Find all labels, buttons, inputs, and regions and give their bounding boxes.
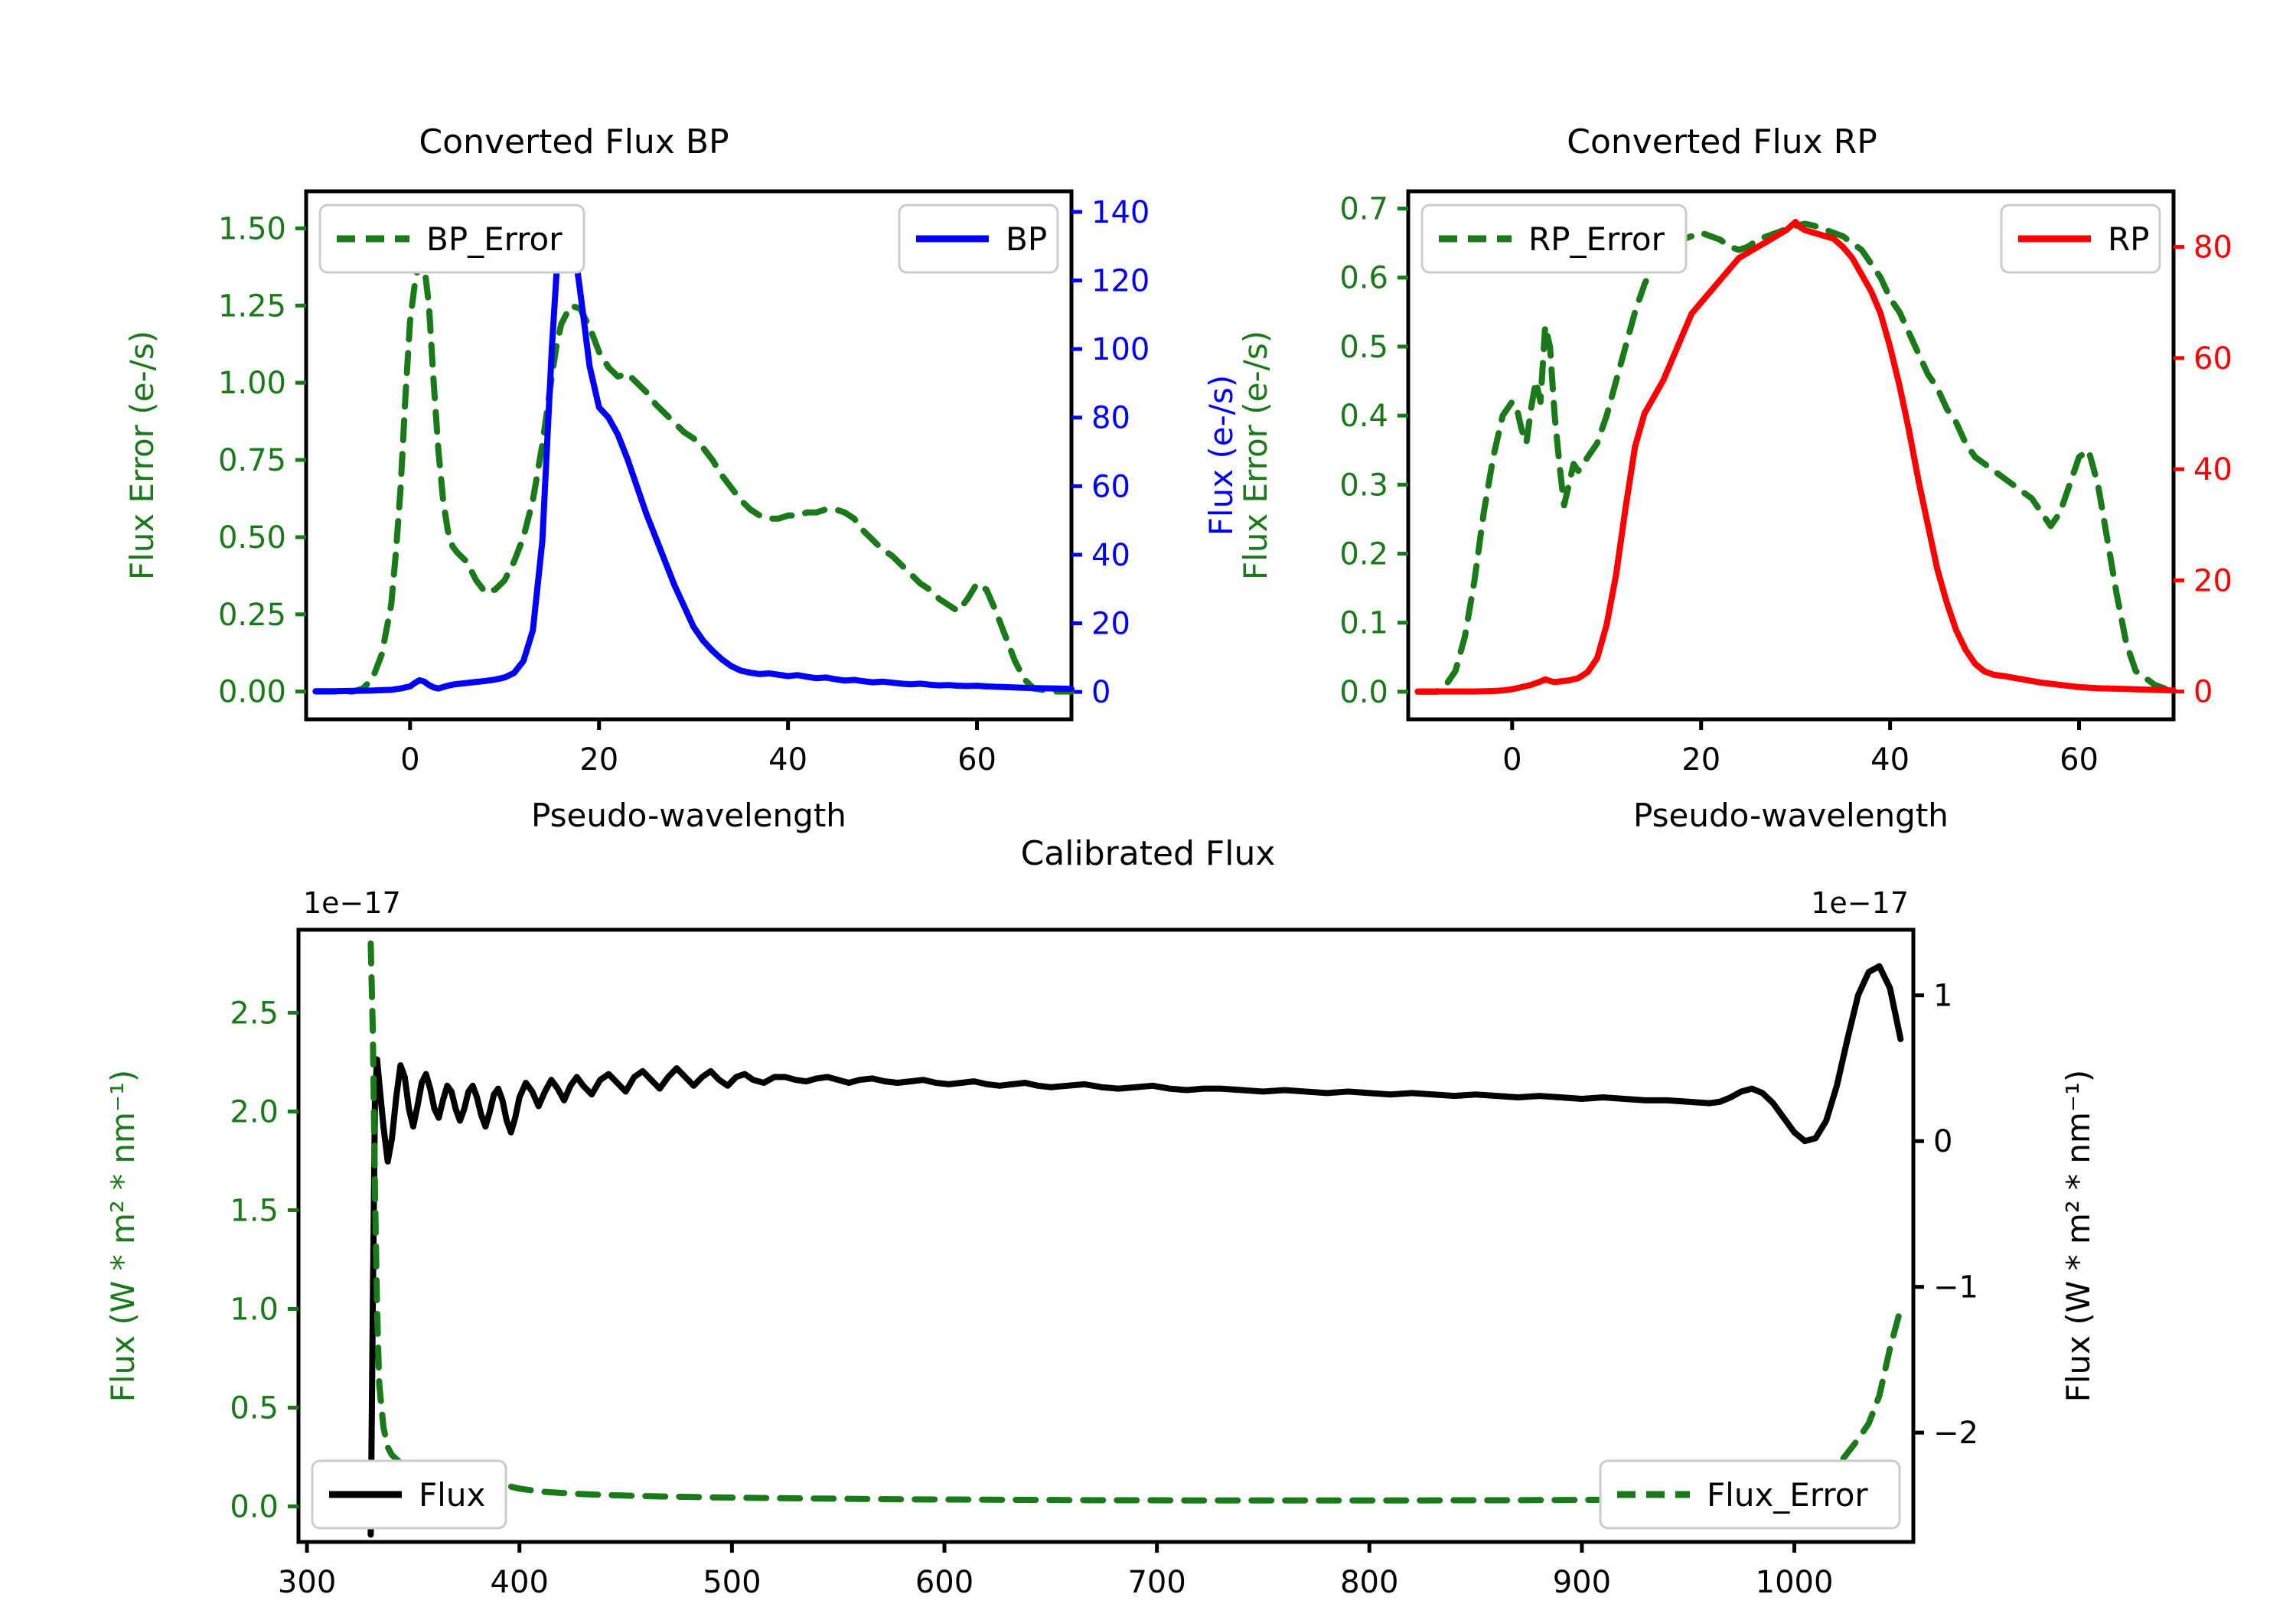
y-axis-label-right: Flux (W * m² * nm⁻¹) bbox=[2060, 1070, 2097, 1403]
legend-label: Flux_Error bbox=[1707, 1476, 1868, 1514]
y-axis-label-right: Flux (e-/s) bbox=[1202, 375, 1240, 536]
x-axis-label: Pseudo-wavelength bbox=[531, 797, 846, 834]
y-offset-label-left: 1e−17 bbox=[303, 886, 401, 920]
y-tick-label-left: 0.1 bbox=[1339, 606, 1388, 641]
x-tick-label: 20 bbox=[579, 742, 618, 777]
y-tick-label-left: 2.0 bbox=[230, 1094, 279, 1129]
y-offset-label-right: 1e−17 bbox=[1811, 886, 1909, 920]
x-tick-label: 40 bbox=[768, 742, 807, 777]
y-tick-label-left: 1.00 bbox=[218, 366, 286, 401]
legend-label: BP bbox=[1006, 220, 1047, 258]
panel-converted-flux-bp: Converted Flux BP 0 20 40 60 Pseudo-waveleng… bbox=[0, 0, 1240, 834]
y-tick-label-right: 1 bbox=[1933, 979, 1952, 1014]
legend-rp[interactable]: RP bbox=[2000, 204, 2161, 274]
y-tick-label-left: 0.7 bbox=[1339, 192, 1388, 227]
series-line-rp_error bbox=[1414, 220, 2177, 695]
panel-calibrated-flux: Calibrated Flux 300 400 500 600 700 800 900 100… bbox=[0, 826, 2296, 1607]
y-axis-label-left: Flux Error (e-/s) bbox=[123, 331, 161, 580]
legend-flux_error[interactable]: Flux_Error bbox=[1599, 1459, 1901, 1530]
x-tick-label: 20 bbox=[1681, 742, 1720, 777]
plot-frame bbox=[304, 189, 1074, 722]
series-line-flux bbox=[367, 963, 1904, 1538]
legend-flux[interactable]: Flux bbox=[311, 1459, 507, 1530]
y-tick-label-right: −2 bbox=[1933, 1416, 1978, 1451]
y-tick-label-right: 0 bbox=[1933, 1124, 1952, 1159]
x-tick-label: 40 bbox=[1870, 742, 1910, 777]
y-tick-label-left: 1.5 bbox=[230, 1193, 279, 1228]
y-tick-label-left: 0.00 bbox=[218, 675, 286, 710]
legend-box bbox=[1420, 204, 1688, 274]
x-tick-label: 1000 bbox=[1756, 1565, 1834, 1600]
y-tick-label-right: 140 bbox=[1091, 195, 1150, 230]
x-tick-label: 0 bbox=[400, 742, 419, 777]
y-tick-label-left: 0.25 bbox=[218, 598, 286, 633]
series-line-flux_error bbox=[367, 940, 1904, 1504]
y-tick-label-left: 1.50 bbox=[218, 211, 286, 246]
y-tick-label-left: 0.0 bbox=[230, 1490, 279, 1525]
y-tick-label-right: 20 bbox=[2193, 563, 2232, 598]
x-tick-label: 60 bbox=[2060, 742, 2099, 777]
y-tick-label-left: 0.6 bbox=[1339, 261, 1388, 296]
y-tick-label-left: 0.2 bbox=[1339, 537, 1388, 572]
y-tick-label-left: 1.0 bbox=[230, 1292, 279, 1327]
chart-svg-calibrated: 3004005006007008009001000Wavelength (nm)… bbox=[104, 886, 2097, 1600]
legend-box bbox=[318, 204, 585, 274]
y-tick-label-right: 80 bbox=[2193, 230, 2232, 266]
legend-label: RP_Error bbox=[1528, 220, 1665, 258]
y-tick-label-left: 0.75 bbox=[218, 443, 286, 478]
legend-rp_error[interactable]: RP_Error bbox=[1420, 204, 1688, 274]
y-tick-label-right: 0 bbox=[2193, 675, 2213, 710]
legend-label: BP_Error bbox=[426, 220, 563, 258]
x-tick-label: 600 bbox=[915, 1565, 974, 1600]
y-tick-label-left: 0.50 bbox=[218, 520, 286, 556]
series-line-bp_error bbox=[312, 256, 1075, 695]
legend-label: RP bbox=[2108, 220, 2150, 258]
panel-title-rp: Converted Flux RP bbox=[1567, 122, 1877, 161]
x-tick-label: 300 bbox=[278, 1565, 336, 1600]
y-tick-label-left: 0.5 bbox=[230, 1391, 279, 1426]
legend-bp[interactable]: BP bbox=[898, 204, 1059, 274]
y-tick-label-right: 60 bbox=[1091, 469, 1130, 504]
y-tick-label-right: 120 bbox=[1091, 263, 1150, 298]
series-line-bp bbox=[312, 226, 1075, 695]
y-tick-label-right: 40 bbox=[1091, 538, 1130, 573]
chart-svg-bp: 0 20 40 60 Pseudo-wavelength 0.00 0.25 0.50 0.75… bbox=[123, 189, 1240, 834]
x-tick-label: 0 bbox=[1502, 742, 1521, 777]
x-tick-label: 900 bbox=[1553, 1565, 1611, 1600]
x-tick-label: 700 bbox=[1127, 1565, 1186, 1600]
y-tick-label-left: 2.5 bbox=[230, 996, 279, 1031]
y-tick-label-right: 40 bbox=[2193, 452, 2232, 487]
x-tick-label: 500 bbox=[703, 1565, 761, 1600]
legend-box bbox=[1599, 1459, 1901, 1530]
panel-title-calibrated: Calibrated Flux bbox=[1020, 834, 1276, 873]
y-tick-label-left: 0.5 bbox=[1339, 330, 1388, 365]
y-tick-label-right: 100 bbox=[1091, 332, 1150, 367]
panel-title-bp: Converted Flux BP bbox=[419, 122, 729, 161]
x-tick-label: 60 bbox=[957, 742, 996, 777]
legend-bp_error[interactable]: BP_Error bbox=[318, 204, 585, 274]
y-axis-label-left: Flux (W * m² * nm⁻¹) bbox=[104, 1070, 142, 1403]
panel-converted-flux-rp: Converted Flux RP 0 20 40 60 Pseudo-waveleng… bbox=[1148, 0, 2296, 834]
y-tick-label-right: 80 bbox=[1091, 401, 1130, 436]
x-axis-label: Pseudo-wavelength bbox=[1633, 797, 1949, 834]
plot-frame bbox=[1406, 189, 2176, 722]
y-tick-label-right: −1 bbox=[1933, 1270, 1978, 1305]
y-tick-label-right: 60 bbox=[2193, 341, 2232, 376]
series-line-rp bbox=[1414, 218, 2177, 695]
y-axis-label-right: Flux (e-/s) bbox=[2293, 375, 2296, 536]
y-tick-label-left: 0.4 bbox=[1339, 399, 1388, 434]
y-axis-label-left: Flux Error (e-/s) bbox=[1237, 331, 1274, 580]
y-tick-label-right: 0 bbox=[1091, 675, 1110, 710]
legend-label: Flux bbox=[419, 1476, 485, 1514]
y-tick-label-left: 0.0 bbox=[1339, 675, 1388, 710]
y-tick-label-left: 0.3 bbox=[1339, 468, 1388, 503]
plot-frame bbox=[296, 927, 1916, 1544]
y-tick-label-left: 1.25 bbox=[218, 288, 286, 324]
legend-box bbox=[311, 1459, 507, 1530]
x-tick-label: 800 bbox=[1340, 1565, 1398, 1600]
x-tick-label: 400 bbox=[491, 1565, 549, 1600]
chart-svg-rp: 0 20 40 60 Pseudo-wavelength 0.0 0.1 0.2 0.3 0.4 0… bbox=[1237, 189, 2296, 834]
y-tick-label-right: 20 bbox=[1091, 607, 1130, 642]
